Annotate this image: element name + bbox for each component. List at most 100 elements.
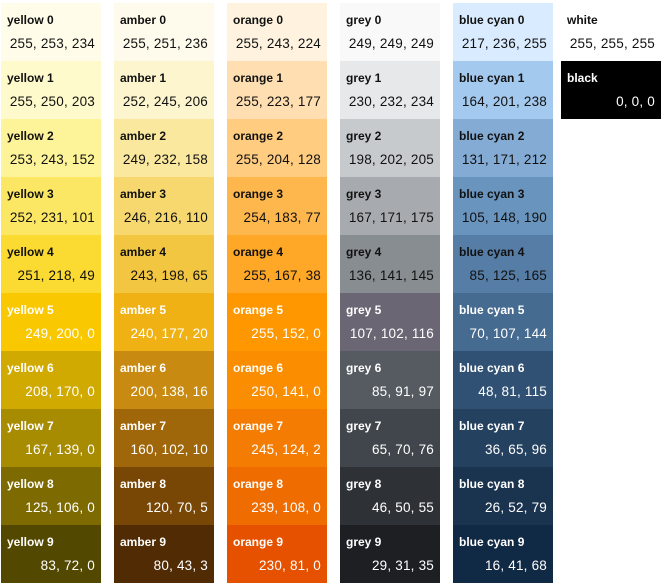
swatch-name: amber 6 xyxy=(120,361,167,375)
swatch-blue-cyan-3: blue cyan 3 105, 148, 190 xyxy=(453,177,553,235)
swatch-name: orange 4 xyxy=(233,245,284,259)
swatch-name: blue cyan 7 xyxy=(459,419,525,433)
column-blue-cyan: blue cyan 0 217, 236, 255 blue cyan 1 164, … xyxy=(453,3,553,583)
swatch-name: orange 5 xyxy=(233,303,284,317)
swatch-name: orange 1 xyxy=(233,71,284,85)
swatch-rgb-value: 239, 108, 0 xyxy=(251,500,321,515)
swatch-grey-7: grey 7 65, 70, 76 xyxy=(340,409,440,467)
swatch-rgb-value: 255, 167, 38 xyxy=(243,268,321,283)
swatch-rgb-value: 80, 43, 3 xyxy=(153,558,208,573)
swatch-name: amber 1 xyxy=(120,71,167,85)
swatch-amber-8: amber 8 120, 70, 5 xyxy=(114,467,214,525)
swatch-name: orange 9 xyxy=(233,535,284,549)
swatch-name: amber 8 xyxy=(120,477,167,491)
swatch-rgb-value: 250, 141, 0 xyxy=(251,384,321,399)
swatch-name: grey 0 xyxy=(346,13,382,27)
swatch-name: yellow 7 xyxy=(7,419,54,433)
swatch-grey-0: grey 0 249, 249, 249 xyxy=(340,3,440,61)
swatch-name: yellow 4 xyxy=(7,245,54,259)
swatch-amber-4: amber 4 243, 198, 65 xyxy=(114,235,214,293)
swatch-rgb-value: 85, 91, 97 xyxy=(371,384,434,399)
swatch-name: blue cyan 9 xyxy=(459,535,525,549)
swatch-yellow-3: yellow 3 252, 231, 101 xyxy=(1,177,101,235)
swatch-blue-cyan-7: blue cyan 7 36, 65, 96 xyxy=(453,409,553,467)
swatch-orange-6: orange 6 250, 141, 0 xyxy=(227,351,327,409)
swatch-rgb-value: 253, 243, 152 xyxy=(9,152,95,167)
swatch-name: grey 5 xyxy=(346,303,382,317)
swatch-name: orange 3 xyxy=(233,187,284,201)
swatch-rgb-value: 120, 70, 5 xyxy=(145,500,208,515)
swatch-name: blue cyan 6 xyxy=(459,361,525,375)
swatch-amber-7: amber 7 160, 102, 10 xyxy=(114,409,214,467)
swatch-name: yellow 3 xyxy=(7,187,54,201)
swatch-rgb-value: 198, 202, 205 xyxy=(348,152,434,167)
swatch-name: amber 5 xyxy=(120,303,167,317)
swatch-rgb-value: 125, 106, 0 xyxy=(25,500,95,515)
swatch-name: amber 4 xyxy=(120,245,167,259)
swatch-blue-cyan-2: blue cyan 2 131, 171, 212 xyxy=(453,119,553,177)
column-yellow: yellow 0 255, 253, 234 yellow 1 255, 250, 2… xyxy=(1,3,101,583)
swatch-rgb-value: 240, 177, 20 xyxy=(130,326,208,341)
swatch-name: blue cyan 2 xyxy=(459,129,525,143)
swatch-blue-cyan-6: blue cyan 6 48, 81, 115 xyxy=(453,351,553,409)
swatch-name: grey 2 xyxy=(346,129,382,143)
swatch-rgb-value: 85, 125, 165 xyxy=(469,268,547,283)
swatch-rgb-value: 131, 171, 212 xyxy=(461,152,547,167)
swatch-rgb-value: 48, 81, 115 xyxy=(478,384,547,399)
swatch-grey-2: grey 2 198, 202, 205 xyxy=(340,119,440,177)
swatch-name: amber 3 xyxy=(120,187,167,201)
swatch-rgb-value: 136, 141, 145 xyxy=(348,268,434,283)
swatch-name: grey 9 xyxy=(346,535,382,549)
column-white-black: white 255, 255, 255 black 0, 0, 0 xyxy=(561,3,661,119)
swatch-name: orange 6 xyxy=(233,361,284,375)
swatch-rgb-value: 167, 171, 175 xyxy=(348,210,434,225)
swatch-name: yellow 6 xyxy=(7,361,54,375)
swatch-rgb-value: 107, 102, 116 xyxy=(349,326,434,341)
column-grey: grey 0 249, 249, 249 grey 1 230, 232, 234 gr… xyxy=(340,3,440,583)
swatch-amber-5: amber 5 240, 177, 20 xyxy=(114,293,214,351)
swatch-name: black xyxy=(567,71,598,85)
swatch-name: blue cyan 0 xyxy=(459,13,525,27)
swatch-grey-4: grey 4 136, 141, 145 xyxy=(340,235,440,293)
swatch-orange-9: orange 9 230, 81, 0 xyxy=(227,525,327,583)
swatch-rgb-value: 252, 231, 101 xyxy=(9,210,95,225)
swatch-orange-7: orange 7 245, 124, 2 xyxy=(227,409,327,467)
swatch-rgb-value: 255, 255, 255 xyxy=(569,36,655,51)
swatch-rgb-value: 65, 70, 76 xyxy=(371,442,434,457)
swatch-yellow-5: yellow 5 249, 200, 0 xyxy=(1,293,101,351)
swatch-name: orange 0 xyxy=(233,13,284,27)
swatch-rgb-value: 105, 148, 190 xyxy=(461,210,547,225)
swatch-rgb-value: 243, 198, 65 xyxy=(130,268,208,283)
swatch-name: orange 8 xyxy=(233,477,284,491)
swatch-blue-cyan-5: blue cyan 5 70, 107, 144 xyxy=(453,293,553,351)
swatch-rgb-value: 36, 65, 96 xyxy=(484,442,547,457)
swatch-rgb-value: 255, 250, 203 xyxy=(9,94,95,109)
swatch-white-black-1: black 0, 0, 0 xyxy=(561,61,661,119)
swatch-rgb-value: 16, 41, 68 xyxy=(484,558,547,573)
swatch-name: orange 2 xyxy=(233,129,284,143)
swatch-orange-4: orange 4 255, 167, 38 xyxy=(227,235,327,293)
swatch-rgb-value: 255, 243, 224 xyxy=(235,36,321,51)
swatch-rgb-value: 164, 201, 238 xyxy=(461,94,547,109)
swatch-rgb-value: 0, 0, 0 xyxy=(616,94,655,109)
swatch-yellow-9: yellow 9 83, 72, 0 xyxy=(1,525,101,583)
swatch-yellow-0: yellow 0 255, 253, 234 xyxy=(1,3,101,61)
swatch-rgb-value: 230, 232, 234 xyxy=(348,94,434,109)
swatch-name: white xyxy=(567,13,598,27)
swatch-rgb-value: 208, 170, 0 xyxy=(25,384,95,399)
swatch-grey-3: grey 3 167, 171, 175 xyxy=(340,177,440,235)
swatch-rgb-value: 230, 81, 0 xyxy=(258,558,321,573)
swatch-orange-0: orange 0 255, 243, 224 xyxy=(227,3,327,61)
swatch-name: grey 3 xyxy=(346,187,382,201)
swatch-rgb-value: 254, 183, 77 xyxy=(243,210,321,225)
swatch-blue-cyan-0: blue cyan 0 217, 236, 255 xyxy=(453,3,553,61)
swatch-name: yellow 5 xyxy=(7,303,54,317)
swatch-rgb-value: 26, 52, 79 xyxy=(484,500,547,515)
swatch-blue-cyan-1: blue cyan 1 164, 201, 238 xyxy=(453,61,553,119)
swatch-rgb-value: 255, 223, 177 xyxy=(235,94,321,109)
swatch-rgb-value: 167, 139, 0 xyxy=(25,442,95,457)
swatch-name: yellow 8 xyxy=(7,477,54,491)
swatch-grey-6: grey 6 85, 91, 97 xyxy=(340,351,440,409)
swatch-amber-0: amber 0 255, 251, 236 xyxy=(114,3,214,61)
swatch-name: grey 8 xyxy=(346,477,382,491)
